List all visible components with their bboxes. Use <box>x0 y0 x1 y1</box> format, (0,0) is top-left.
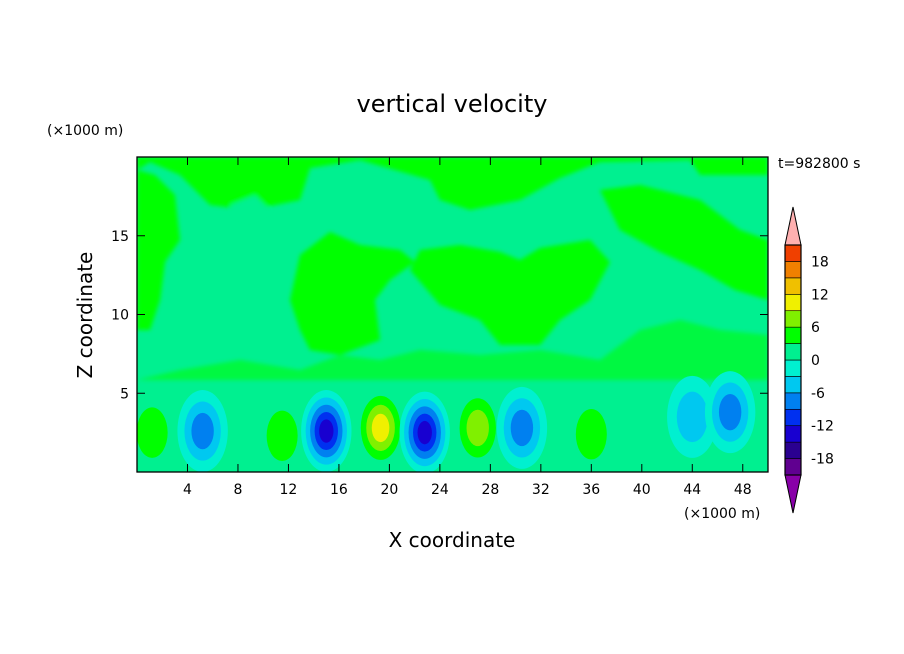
x-units-label: (×1000 m) <box>684 506 760 522</box>
colorbar-swatch <box>784 408 802 427</box>
colorbar-frame <box>784 244 802 476</box>
colorbar-swatch <box>784 392 802 410</box>
x-axis: 4 8 12 16 20 24 28 32 36 40 44 48 <box>183 157 752 498</box>
contour-band <box>191 412 214 450</box>
x-tick-label: 20 <box>380 482 398 498</box>
updraft-cell <box>566 393 617 472</box>
downdraft-cell <box>177 390 228 472</box>
colorbar-swatch <box>784 261 802 279</box>
colorbar-tick-label: -12 <box>811 419 834 435</box>
colorbar-tick-label: 6 <box>811 320 820 336</box>
time-label: t=982800 s <box>778 156 860 172</box>
x-tick-label: 8 <box>233 482 242 498</box>
downdraft-cell <box>704 371 756 454</box>
contour-band <box>137 407 168 458</box>
y-tick-label: 5 <box>120 386 129 402</box>
colorbar-swatch <box>784 343 802 361</box>
x-axis-label: X coordinate <box>389 528 516 552</box>
colorbar-tick-label: 12 <box>811 287 829 303</box>
downdraft-cell <box>399 391 450 472</box>
colorbar-swatch <box>784 441 802 459</box>
colorbar-swatch <box>784 310 802 328</box>
contour-band <box>575 409 607 460</box>
contour-band <box>266 410 298 461</box>
colorbar: 18 12 6 0 -6 -12 -18 <box>784 206 834 514</box>
contour-band <box>417 420 432 445</box>
contour-band <box>676 391 708 443</box>
colorbar-swatch <box>784 293 802 312</box>
colorbar-tick-label: -18 <box>811 452 834 468</box>
x-tick-label: 16 <box>330 482 348 498</box>
x-tick-label: 40 <box>633 482 651 498</box>
wave-features <box>137 371 756 472</box>
downdraft-cell <box>667 375 718 458</box>
x-tick-label: 28 <box>481 482 499 498</box>
colorbar-swatch <box>784 376 802 394</box>
y-units-label: (×1000 m) <box>47 123 123 139</box>
contour-band <box>319 419 334 443</box>
colorbar-tick-label: -6 <box>811 386 825 402</box>
x-tick-label: 12 <box>280 482 298 498</box>
x-tick-label: 36 <box>582 482 600 498</box>
y-axis-label: Z coordinate <box>73 252 97 379</box>
colorbar-tick-label: 0 <box>811 353 820 369</box>
updraft-cell <box>355 386 406 469</box>
y-axis: 5 10 15 <box>111 229 768 402</box>
y-tick-label: 15 <box>111 229 129 245</box>
colorbar-swatch <box>784 277 802 295</box>
upper-weak-positive-region <box>137 157 768 380</box>
colorbar-swatch <box>784 326 802 344</box>
colorbar-swatch <box>784 244 802 262</box>
x-tick-label: 48 <box>734 482 752 498</box>
contour-band <box>466 409 489 447</box>
x-tick-label: 32 <box>532 482 550 498</box>
contour-band <box>718 393 742 431</box>
colorbar-tick-label: 18 <box>811 254 829 270</box>
contour-band <box>510 409 534 447</box>
y-tick-label: 10 <box>111 308 129 324</box>
x-tick-label: 24 <box>431 482 449 498</box>
chart-title: vertical velocity <box>357 90 548 118</box>
x-tick-label: 4 <box>183 482 192 498</box>
colorbar-swatch <box>784 425 802 443</box>
x-tick-label: 44 <box>683 482 701 498</box>
colorbar-swatch <box>784 458 802 476</box>
updraft-cell <box>256 394 308 472</box>
updraft-cell <box>452 386 503 469</box>
downdraft-cell <box>496 386 548 469</box>
updraft-cell <box>137 391 178 472</box>
contour-band <box>371 413 390 443</box>
colorbar-swatch <box>784 359 802 377</box>
downdraft-cell <box>301 390 352 472</box>
